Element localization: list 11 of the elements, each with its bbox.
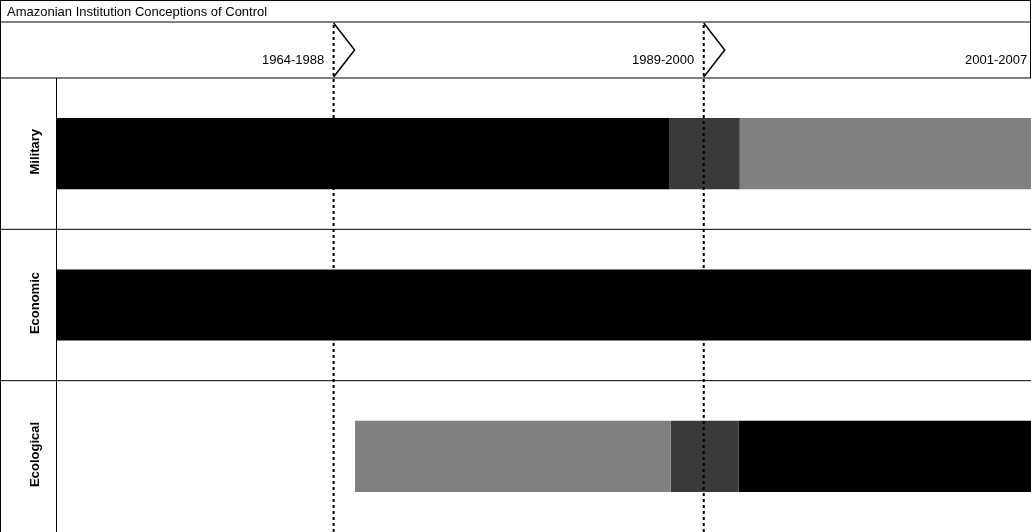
bar <box>355 420 671 492</box>
y-tick-label: Economic <box>26 271 42 335</box>
y-tick-label: Military <box>26 128 42 175</box>
annotation: 1964-1988 <box>262 52 325 67</box>
annotation: 1989-2000 <box>632 52 695 67</box>
bar <box>669 118 740 190</box>
y-tick-label: Ecological <box>26 421 42 487</box>
bar <box>738 420 1031 492</box>
bar <box>670 420 739 492</box>
annotation: 2001-2007 <box>965 52 1028 67</box>
chart-title: Amazonian Institution Conceptions of Control <box>7 4 268 19</box>
